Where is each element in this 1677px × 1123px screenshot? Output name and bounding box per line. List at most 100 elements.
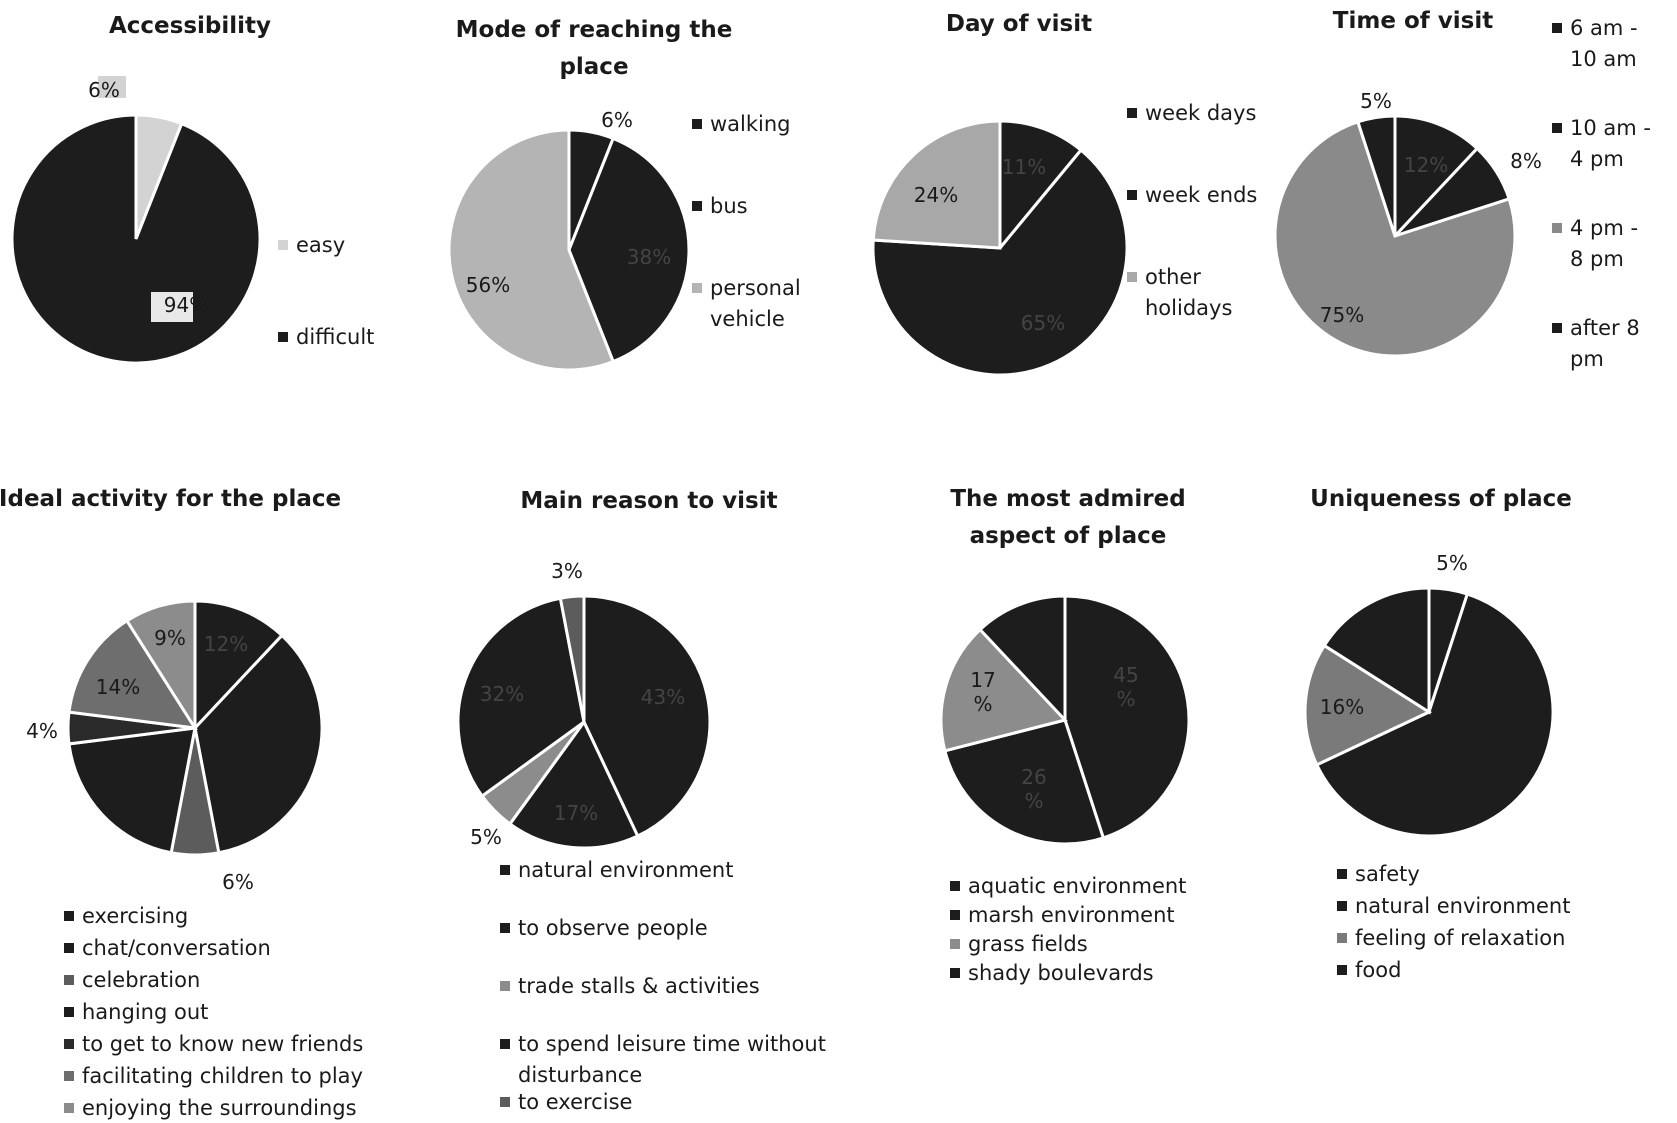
legend-swatch: [64, 1039, 74, 1049]
legend-item-4-pm-8-pm: 4 pm -8 pm: [1552, 216, 1638, 271]
pie-slice-week-ends: [871, 148, 1129, 377]
legend-label: shady boulevards: [968, 961, 1154, 985]
data-label: 3%: [551, 559, 583, 583]
legend-swatch: [64, 1071, 74, 1081]
pie-slice-to-exercise: [558, 594, 586, 723]
legend-swatch: [1552, 223, 1562, 233]
pie-slice-natural-environment: [1314, 592, 1555, 838]
legend-swatch: [692, 119, 702, 129]
legend-item-aquatic-environment: aquatic environment: [950, 874, 1186, 898]
legend-label: to get to know new friends: [82, 1032, 363, 1056]
legend-item-other-holidays: other holidays: [1127, 265, 1232, 320]
legend-item-food: food: [1337, 958, 1401, 982]
legend-label: personal vehicle: [710, 276, 801, 331]
legend-swatch: [500, 981, 510, 991]
pie-chart-the-most-admired-aspect-of-place: The most admired aspect of place 45 % 26 % 17%…: [939, 486, 1191, 985]
legend-label: natural environment: [1355, 894, 1570, 918]
pie-slice-to-spend-leisure-time-without-disturbance: [456, 596, 586, 799]
legend-swatch: [278, 332, 288, 342]
legend-label: 10 am -4 pm: [1570, 116, 1651, 171]
legend-item-facilitating-children-to-play: facilitating children to play: [64, 1064, 363, 1088]
legend-label: difficult: [296, 325, 374, 349]
pie-slice-food: [1322, 586, 1431, 715]
legend-item-10-am-4-pm: 10 am -4 pm: [1552, 116, 1651, 171]
pie-slice-marsh-environment: [943, 718, 1106, 846]
legend-item-celebration: celebration: [64, 968, 200, 992]
legend-label: trade stalls & activities: [518, 974, 760, 998]
legend-swatch: [1337, 869, 1347, 879]
legend-item-safety: safety: [1337, 862, 1420, 886]
data-label-background: [98, 76, 126, 98]
legend-item-feeling-of-relaxation: feeling of relaxation: [1337, 926, 1565, 950]
data-label: 56%: [466, 273, 510, 297]
data-label: 14%: [96, 675, 140, 699]
legend-swatch: [950, 910, 960, 920]
legend-item-trade-stalls-activities: trade stalls & activities: [500, 974, 760, 998]
legend-swatch: [500, 865, 510, 875]
chart-title: Mode of reaching the place: [456, 17, 733, 80]
pie-slice-week-days: [998, 119, 1084, 253]
legend-item-after-8-pm: after 8 pm: [1552, 316, 1640, 371]
data-label: 32%: [480, 682, 524, 706]
legend-label: walking: [710, 112, 791, 136]
legend-item-to-get-to-know-new-friends: to get to know new friends: [64, 1032, 363, 1056]
data-label: 65%: [1021, 311, 1065, 335]
legend-item-marsh-environment: marsh environment: [950, 903, 1175, 927]
chart-title: Uniqueness of place: [1310, 486, 1572, 512]
chart-title: The most admired aspect of place: [950, 486, 1185, 549]
legend-swatch: [64, 1007, 74, 1017]
legend-label: easy: [296, 233, 345, 257]
data-label: 8%: [1510, 149, 1542, 173]
data-label-background: [151, 292, 193, 322]
data-label: 26%: [1021, 765, 1046, 813]
pie-slice-bus: [567, 136, 691, 364]
legend-swatch: [692, 201, 702, 211]
data-label: 17%: [970, 668, 995, 716]
legend-label: bus: [710, 194, 748, 218]
data-label: 6%: [88, 78, 120, 102]
legend-label: grass fields: [968, 932, 1088, 956]
data-label: 5%: [1436, 551, 1468, 575]
chart-title: Time of visit: [1333, 8, 1493, 34]
legend-swatch: [64, 1103, 74, 1113]
chart-title: Main reason to visit: [520, 488, 777, 514]
legend-swatch: [64, 911, 74, 921]
pie-slice-shady-boulevards: [977, 594, 1067, 724]
legend-label: exercising: [82, 904, 188, 928]
legend-swatch: [950, 881, 960, 891]
legend-swatch: [1337, 901, 1347, 911]
pie-chart-accessibility: Accessibility 6% 94% easy difficult: [10, 13, 374, 365]
legend-swatch: [1127, 108, 1137, 118]
legend-item-enjoying-the-surroundings: enjoying the surroundings: [64, 1096, 357, 1120]
pie-chart-main-reason-to-visit: Main reason to visit 43% 17% 5% 32% 3% natural…: [456, 488, 826, 1114]
legend-label: facilitating children to play: [82, 1064, 363, 1088]
data-label: 9%: [154, 626, 186, 650]
legend-label: food: [1355, 958, 1401, 982]
legend-swatch: [1337, 965, 1347, 975]
legend-label: natural environment: [518, 858, 733, 882]
data-label: 16%: [1320, 695, 1364, 719]
data-label: 6%: [222, 870, 254, 894]
legend-swatch: [950, 968, 960, 978]
pie-chart-ideal-activity-for-the-place: Ideal activity for the place 12% 6% 4% 14% 9%…: [0, 486, 363, 1120]
legend-swatch: [278, 240, 288, 250]
legend-swatch: [500, 923, 510, 933]
legend-label: 4 pm -8 pm: [1570, 216, 1638, 271]
data-label: 4%: [26, 719, 58, 743]
legend-item-hanging-out: hanging out: [64, 1000, 208, 1024]
pie-slice-exercising: [193, 599, 285, 732]
pie-slice-facilitating-children-to-play: [67, 618, 198, 730]
legend-swatch: [1127, 272, 1137, 282]
legend-label: safety: [1355, 862, 1420, 886]
pie-slice-difficult: [10, 113, 262, 365]
pie-slice-hanging-out: [67, 726, 197, 855]
legend-label: chat/conversation: [82, 936, 271, 960]
pie-chart-uniqueness-of-place: Uniqueness of place 5% 16% safety natural en…: [1303, 486, 1572, 982]
data-label: 5%: [1360, 89, 1392, 113]
legend-swatch: [1552, 323, 1562, 333]
data-label: 12%: [1404, 153, 1448, 177]
data-label: 6%: [601, 108, 633, 132]
legend-label: week days: [1145, 101, 1256, 125]
legend-label: other holidays: [1145, 265, 1232, 320]
legend-item-shady-boulevards: shady boulevards: [950, 961, 1154, 985]
